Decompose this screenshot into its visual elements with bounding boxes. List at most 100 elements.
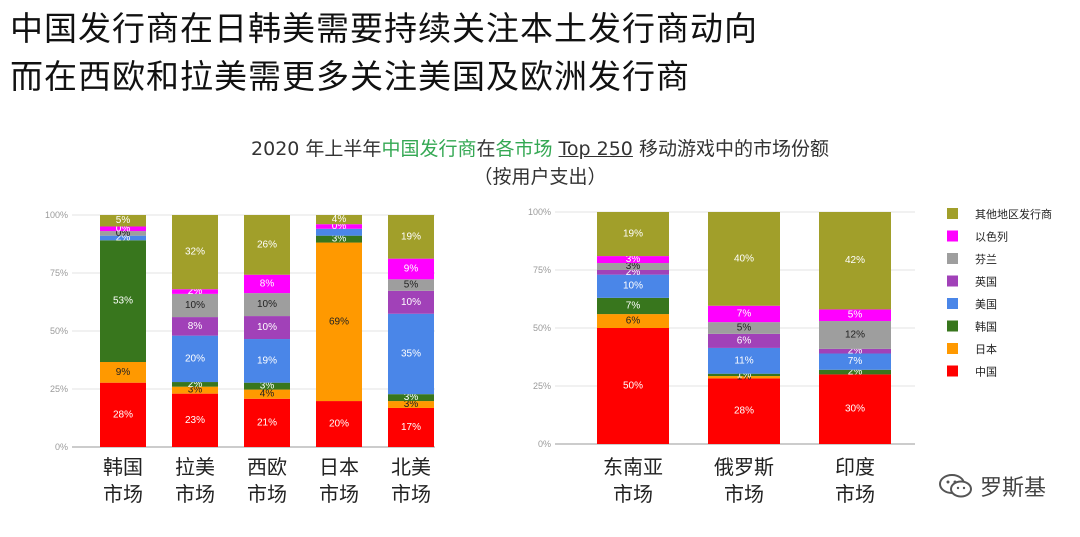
data-label: 11% — [734, 355, 753, 366]
bar-segment — [388, 258, 434, 280]
legend-label: 英国 — [975, 275, 997, 289]
data-label: 3% — [188, 385, 203, 396]
category-label: 日本 — [319, 455, 359, 479]
legend-label: 以色列 — [975, 230, 1008, 244]
data-label: 35% — [401, 348, 421, 359]
category-label: 市场 — [724, 482, 764, 506]
data-label: 7% — [626, 300, 641, 311]
data-label: 2% — [188, 379, 203, 390]
data-label: 3% — [626, 254, 641, 265]
y-tick-label: 0% — [55, 442, 68, 452]
bar-segment — [244, 215, 290, 275]
data-label: 2% — [116, 232, 131, 243]
bar-segment — [316, 235, 362, 243]
bar-segment — [100, 215, 146, 227]
data-label: 7% — [737, 308, 752, 319]
headline-line-2: 而在西欧和拉美需更多关注美国及欧洲发行商 — [10, 57, 690, 96]
bar-segment — [244, 398, 290, 447]
data-label: 5% — [848, 310, 863, 321]
data-label: 30% — [845, 404, 865, 415]
data-label: 19% — [623, 229, 643, 240]
data-label: 3% — [404, 399, 419, 410]
data-label: 3% — [404, 392, 419, 403]
data-label: 8% — [260, 278, 275, 289]
bar-segment — [597, 297, 669, 315]
data-label: 0% — [116, 228, 131, 239]
bar-segment — [708, 373, 780, 377]
y-tick-label: 100% — [528, 207, 551, 217]
data-label: 6% — [626, 316, 641, 327]
bar-segment — [597, 314, 669, 328]
data-label: 0% — [116, 223, 131, 234]
bar-segment — [316, 242, 362, 402]
data-label: 2% — [848, 346, 863, 357]
data-label: 0% — [332, 221, 347, 232]
data-label: 10% — [623, 281, 643, 292]
bar-segment — [316, 401, 362, 447]
category-label: 东南亚 — [603, 455, 663, 479]
data-label: 6% — [737, 335, 752, 346]
chart-title-top250: Top 250 — [558, 138, 633, 160]
legend-label: 美国 — [975, 298, 997, 311]
data-label: 69% — [329, 316, 349, 327]
bar-segment — [100, 240, 146, 363]
legend-label: 其他地区发行商 — [975, 207, 1052, 221]
data-label: 4% — [260, 389, 275, 400]
bar-segment — [172, 386, 218, 394]
category-label: 市场 — [613, 482, 653, 506]
headline-line-1: 中国发行商在日韩美需要持续关注本土发行商动向 — [10, 9, 758, 48]
data-label: 20% — [185, 353, 205, 364]
data-label: 4% — [332, 214, 347, 225]
bar-segment — [388, 290, 434, 314]
legend-swatch — [947, 320, 958, 332]
legend-swatch — [947, 208, 958, 219]
y-tick-label: 100% — [45, 210, 68, 220]
bar-segment — [819, 369, 891, 375]
bar-segment — [388, 313, 434, 395]
bar-segment — [244, 389, 290, 399]
category-label: 北美 — [391, 455, 431, 479]
bar-segment — [708, 378, 780, 444]
bar-segment — [708, 347, 780, 374]
bar-segment — [244, 274, 290, 294]
data-label: 2% — [848, 367, 863, 378]
bar-segment — [708, 376, 780, 379]
bar-segment — [708, 322, 780, 334]
legend-label: 芬兰 — [975, 253, 997, 266]
category-label: 市场 — [835, 482, 875, 506]
legend-swatch — [947, 230, 958, 242]
category-label: 印度 — [835, 455, 875, 479]
legend-swatch — [947, 253, 958, 264]
bar-segment — [244, 382, 290, 390]
data-label: 53% — [113, 296, 133, 307]
bar-segment — [597, 274, 669, 298]
data-label: 5% — [737, 323, 752, 334]
bar-segment — [172, 317, 218, 336]
y-tick-label: 25% — [50, 384, 68, 394]
data-label: 40% — [734, 253, 754, 264]
data-label: 8% — [188, 321, 203, 332]
bar-segment — [100, 226, 146, 232]
data-label: 1% — [737, 372, 752, 383]
data-label: 28% — [734, 406, 754, 417]
category-label: 市场 — [391, 482, 431, 506]
data-label: 3% — [260, 381, 275, 392]
legend-label: 韩国 — [975, 320, 997, 334]
chart-title-suffix: 移动游戏中的市场份额 — [632, 138, 829, 160]
bar-segment — [316, 228, 362, 236]
bar-segment — [597, 328, 669, 444]
bar-segment — [388, 215, 434, 259]
bar-segment — [388, 401, 434, 408]
chart-subtitle: （按用户支出） — [473, 166, 607, 188]
bar-segment — [708, 212, 780, 306]
category-label: 韩国 — [103, 455, 143, 479]
category-label: 市场 — [175, 482, 215, 506]
data-label: 10% — [185, 300, 205, 311]
data-label: 42% — [845, 255, 865, 266]
y-tick-label: 50% — [533, 323, 551, 333]
bar-segment — [388, 279, 434, 291]
legend-swatch — [947, 298, 958, 309]
data-label: 32% — [185, 247, 205, 258]
data-label: 10% — [401, 297, 421, 308]
